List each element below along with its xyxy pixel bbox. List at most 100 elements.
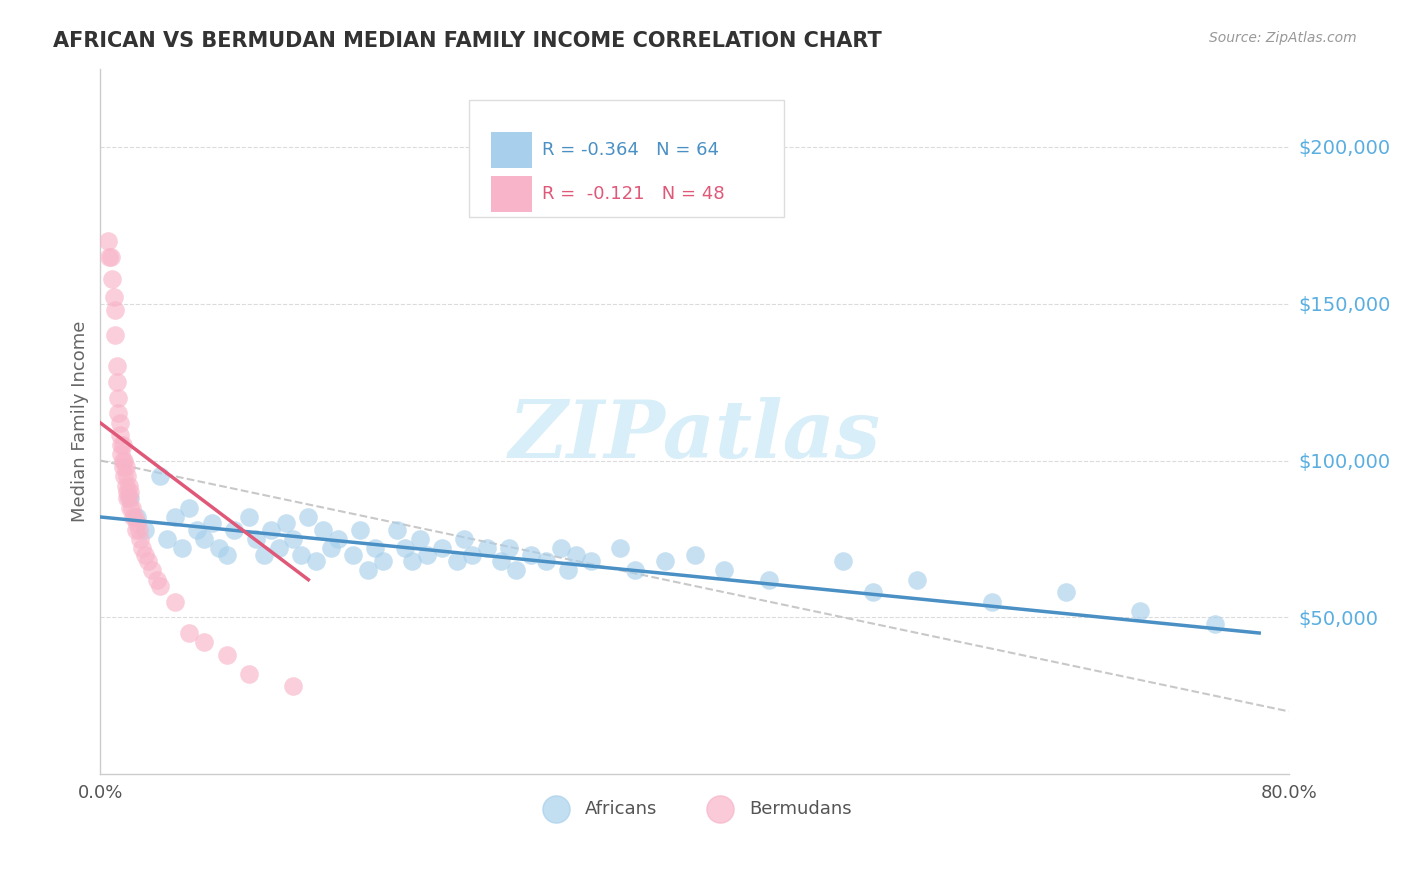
Point	[260, 523, 283, 537]
Point	[141, 563, 163, 577]
Point	[557, 563, 579, 577]
Point	[305, 554, 328, 568]
Point	[110, 438, 132, 452]
Point	[121, 500, 143, 515]
Point	[475, 541, 498, 556]
Point	[108, 416, 131, 430]
Point	[283, 679, 305, 693]
Point	[371, 554, 394, 568]
Point	[520, 548, 543, 562]
Point	[357, 563, 380, 577]
Point	[115, 491, 138, 505]
Point	[498, 541, 520, 556]
Point	[163, 594, 186, 608]
Point	[208, 541, 231, 556]
Point	[349, 523, 371, 537]
Point	[238, 666, 260, 681]
Point	[134, 548, 156, 562]
Point	[105, 359, 128, 374]
Point	[98, 250, 121, 264]
Point	[297, 510, 319, 524]
Point	[149, 579, 172, 593]
Point	[1054, 585, 1077, 599]
Point	[201, 516, 224, 531]
Point	[163, 510, 186, 524]
Point	[170, 541, 193, 556]
Point	[120, 500, 142, 515]
Point	[117, 478, 139, 492]
Point	[283, 532, 305, 546]
Point	[832, 554, 855, 568]
Point	[122, 510, 145, 524]
Point	[149, 469, 172, 483]
Point	[146, 573, 169, 587]
FancyBboxPatch shape	[491, 176, 531, 211]
Point	[111, 453, 134, 467]
Point	[108, 428, 131, 442]
Point	[238, 510, 260, 524]
Point	[461, 548, 484, 562]
Point	[134, 523, 156, 537]
Text: ZIPatlas: ZIPatlas	[509, 397, 880, 475]
Point	[128, 523, 150, 537]
FancyBboxPatch shape	[468, 100, 783, 217]
Point	[713, 563, 735, 577]
Point	[654, 554, 676, 568]
Point	[758, 573, 780, 587]
Y-axis label: Median Family Income: Median Family Income	[72, 320, 89, 522]
Point	[453, 532, 475, 546]
FancyBboxPatch shape	[491, 132, 531, 168]
Point	[127, 510, 149, 524]
Point	[100, 250, 122, 264]
Point	[114, 478, 136, 492]
Point	[1204, 616, 1226, 631]
Text: Source: ZipAtlas.com: Source: ZipAtlas.com	[1209, 31, 1357, 45]
Point	[112, 453, 135, 467]
Point	[907, 573, 929, 587]
Text: R = -0.364   N = 64: R = -0.364 N = 64	[543, 141, 720, 160]
Point	[111, 438, 134, 452]
Point	[222, 523, 245, 537]
Point	[104, 328, 127, 343]
Point	[129, 532, 152, 546]
Point	[416, 548, 439, 562]
Point	[409, 532, 432, 546]
Point	[401, 554, 423, 568]
Point	[253, 548, 276, 562]
Point	[215, 648, 238, 662]
Point	[565, 548, 588, 562]
Point	[115, 484, 138, 499]
Point	[446, 554, 468, 568]
Point	[186, 523, 208, 537]
Point	[127, 516, 149, 531]
Point	[683, 548, 706, 562]
Point	[125, 523, 148, 537]
Point	[491, 554, 513, 568]
Point	[120, 484, 142, 499]
Point	[112, 469, 135, 483]
Point	[111, 459, 134, 474]
Point	[534, 554, 557, 568]
Point	[193, 635, 215, 649]
Point	[290, 548, 312, 562]
Point	[980, 594, 1002, 608]
Legend: Africans, Bermudans: Africans, Bermudans	[530, 793, 859, 825]
Point	[624, 563, 647, 577]
Point	[104, 303, 127, 318]
Point	[124, 510, 146, 524]
Point	[107, 391, 129, 405]
Point	[609, 541, 631, 556]
Point	[107, 407, 129, 421]
Point	[114, 459, 136, 474]
Point	[101, 271, 124, 285]
Point	[105, 375, 128, 389]
Point	[326, 532, 349, 546]
Point	[215, 548, 238, 562]
Point	[120, 491, 142, 505]
Point	[117, 491, 139, 505]
Point	[319, 541, 342, 556]
Text: AFRICAN VS BERMUDAN MEDIAN FAMILY INCOME CORRELATION CHART: AFRICAN VS BERMUDAN MEDIAN FAMILY INCOME…	[53, 31, 882, 51]
Point	[156, 532, 179, 546]
Point	[103, 290, 125, 304]
Point	[274, 516, 297, 531]
